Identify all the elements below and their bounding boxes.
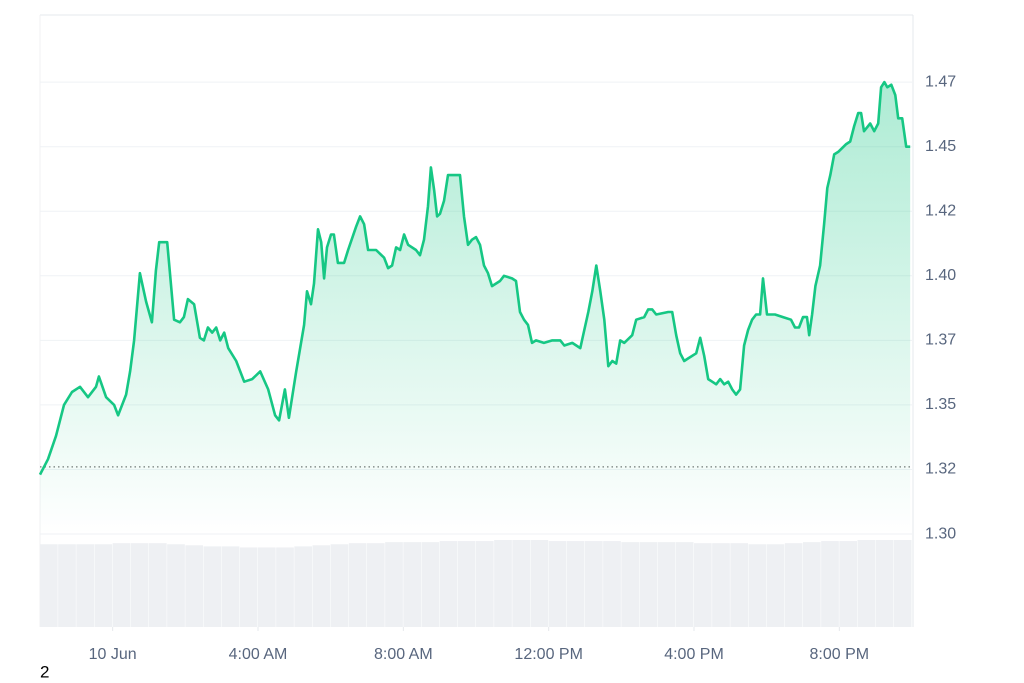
volume-bar — [258, 547, 276, 627]
volume-bar — [457, 541, 476, 627]
volume-bar — [40, 544, 58, 627]
volume-bar — [476, 541, 494, 627]
y-tick-label: 1.45 — [925, 138, 956, 155]
volume-bar — [712, 543, 730, 627]
x-tick-label: 4:00 PM — [664, 646, 724, 663]
volume-bar — [821, 541, 839, 627]
volume-bar — [385, 542, 403, 627]
volume-bar — [548, 541, 567, 627]
volume-bar — [857, 540, 876, 627]
volume-bar — [112, 543, 131, 627]
volume-bar — [312, 545, 331, 627]
x-tick-label: 12:00 PM — [514, 646, 582, 663]
y-tick-label: 1.42 — [925, 202, 956, 219]
labels: 1.30 1.32 1.35 1.37 1.40 1.42 1.45 1.47 10 Jun 4:… — [89, 73, 957, 663]
volume-bar — [58, 544, 76, 627]
price-line — [38, 80, 911, 476]
volume-bar — [149, 543, 167, 627]
area-fill — [40, 82, 911, 535]
volume-bar — [675, 542, 694, 627]
volume-bar — [730, 543, 748, 627]
plot — [38, 80, 911, 535]
volume-bar — [839, 541, 857, 627]
volume-bar — [621, 542, 639, 627]
volume-bar — [94, 544, 113, 627]
volume-bar — [893, 540, 912, 627]
volume-bar — [403, 542, 421, 627]
volume-bar — [185, 545, 203, 627]
volume-bar — [276, 547, 294, 627]
volume-bar — [421, 542, 440, 627]
x-tick-label: 10 Jun — [89, 646, 137, 663]
volume-bar — [348, 543, 367, 627]
y-tick-label: 1.40 — [925, 267, 956, 284]
volume-bar — [784, 543, 803, 627]
volume-bar — [203, 546, 222, 627]
volume-bar — [367, 543, 385, 627]
y-tick-label: 1.37 — [925, 332, 956, 349]
volume-bar — [221, 546, 240, 627]
volume-bar — [748, 544, 767, 627]
y-tick-label: 1.30 — [925, 525, 956, 542]
x-tick-label: 4:00 AM — [229, 646, 288, 663]
volume-bar — [530, 540, 549, 627]
volume-bar — [130, 543, 149, 627]
volume-bar — [875, 540, 894, 627]
x-tick-label: 8:00 AM — [374, 646, 433, 663]
y-tick-label: 1.47 — [925, 73, 956, 90]
volume-bar — [657, 542, 676, 627]
volume-bar — [439, 541, 458, 627]
volume-bar — [639, 542, 658, 627]
volume-bar — [766, 544, 785, 627]
volume-bar — [294, 546, 312, 627]
volume-bar — [603, 541, 621, 627]
volume-bar — [566, 541, 585, 627]
volume-bar — [239, 547, 258, 627]
y-tick-label: 1.35 — [925, 396, 956, 413]
volume-bar — [494, 540, 512, 627]
y-tick-label: 1.32 — [925, 461, 956, 478]
volume-panel — [40, 540, 912, 627]
volume-bar — [694, 543, 712, 627]
volume-bar — [76, 544, 94, 627]
volume-bar — [330, 544, 349, 627]
footnote: 2 — [40, 662, 49, 681]
volume-bar — [803, 542, 821, 627]
volume-bar — [167, 544, 185, 627]
volume-bar — [512, 540, 530, 627]
volume-bar — [585, 541, 603, 627]
x-tick-label: 8:00 PM — [810, 646, 870, 663]
